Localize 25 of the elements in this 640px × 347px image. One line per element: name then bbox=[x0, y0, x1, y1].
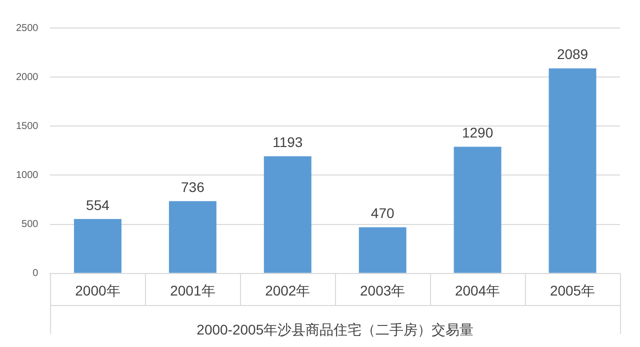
data-label: 1290 bbox=[462, 124, 494, 141]
data-label: 554 bbox=[86, 196, 110, 213]
x-tick-label: 2001年 bbox=[170, 282, 216, 299]
y-tick-label: 1000 bbox=[16, 170, 39, 181]
y-tick-label: 500 bbox=[22, 219, 39, 230]
bar bbox=[454, 146, 502, 273]
bar bbox=[74, 219, 122, 273]
data-label: 736 bbox=[181, 179, 205, 196]
y-tick-label: 0 bbox=[32, 268, 39, 280]
x-tick-label: 2002年 bbox=[265, 282, 310, 299]
x-tick-label: 2000年 bbox=[75, 282, 120, 299]
x-tick-label: 2004年 bbox=[454, 282, 500, 299]
bar bbox=[358, 227, 406, 273]
data-label: 2089 bbox=[556, 46, 588, 62]
bar bbox=[264, 156, 312, 273]
x-tick-label: 2003年 bbox=[360, 282, 406, 299]
bar bbox=[168, 201, 216, 273]
bar bbox=[548, 68, 596, 273]
y-tick-label: 1500 bbox=[16, 120, 39, 132]
data-label: 470 bbox=[370, 205, 394, 222]
data-label: 1193 bbox=[272, 134, 303, 150]
x-axis-title: 2000-2005年沙县商品住宅（二手房）交易量 bbox=[196, 321, 474, 338]
x-tick-label: 2005年 bbox=[550, 282, 596, 299]
y-tick-label: 2000 bbox=[16, 72, 39, 83]
y-tick-label: 2500 bbox=[16, 22, 39, 34]
